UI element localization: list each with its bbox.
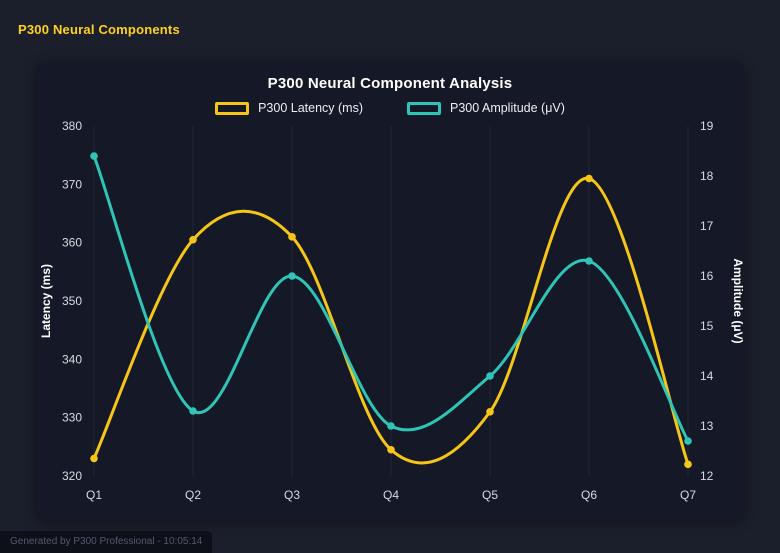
x-axis-label: Q5 — [482, 488, 498, 502]
axis-tick-label: 18 — [700, 169, 714, 183]
x-axis-label: Q2 — [185, 488, 201, 502]
data-point-marker — [387, 445, 395, 454]
x-axis-label: Q6 — [581, 488, 597, 502]
chart-card: P300 Neural Component Analysis P300 Late… — [36, 62, 744, 520]
axis-tick-label: 360 — [62, 236, 82, 250]
data-point-marker — [189, 407, 197, 415]
data-point-marker — [288, 233, 296, 241]
x-axis-label: Q4 — [383, 488, 399, 502]
chart-legend: P300 Latency (ms) P300 Amplitude (μV) — [36, 101, 744, 115]
footer-credit: Generated by P300 Professional - 10:05:1… — [0, 531, 213, 553]
data-point-marker — [486, 408, 494, 416]
axis-tick-label: 320 — [62, 469, 82, 483]
axis-tick-label: 340 — [62, 352, 82, 366]
axis-tick-label: 19 — [700, 119, 714, 133]
axis-tick-label: 350 — [62, 294, 82, 308]
axis-tick-label: 15 — [700, 319, 714, 333]
data-point-marker — [684, 460, 692, 469]
data-point-marker — [189, 235, 197, 244]
legend-label-latency: P300 Latency (ms) — [258, 101, 363, 115]
x-axis-label: Q1 — [86, 488, 102, 502]
axis-tick-label: 370 — [62, 177, 82, 191]
axis-tick-label: 17 — [700, 219, 714, 233]
left-axis-title: Latency (ms) — [39, 264, 53, 338]
right-axis-title: Amplitude (μV) — [731, 258, 744, 343]
legend-swatch-latency-icon — [215, 101, 250, 115]
axis-tick-label: 16 — [700, 269, 714, 283]
data-point-marker — [486, 372, 494, 380]
x-axis-label: Q7 — [680, 488, 696, 502]
page-title: P300 Neural Components — [18, 22, 180, 37]
x-axis-label: Q3 — [284, 488, 300, 502]
legend-item-latency[interactable]: P300 Latency (ms) — [215, 101, 363, 115]
data-point-marker — [288, 272, 296, 280]
data-point-marker — [387, 422, 395, 430]
axis-tick-label: 13 — [700, 419, 714, 433]
legend-item-amplitude[interactable]: P300 Amplitude (μV) — [407, 101, 565, 115]
axis-tick-label: 14 — [700, 369, 714, 383]
data-point-marker — [90, 152, 98, 160]
legend-swatch-amplitude-icon — [407, 101, 441, 115]
data-point-marker — [585, 174, 593, 183]
data-point-marker — [90, 454, 98, 463]
axis-tick-label: 380 — [62, 119, 82, 133]
data-point-marker — [585, 257, 593, 265]
chart-title: P300 Neural Component Analysis — [267, 75, 513, 92]
data-point-marker — [684, 437, 692, 445]
axis-tick-label: 330 — [62, 411, 82, 425]
chart-canvas[interactable]: Q1 Q2 Q3 Q4 Q5 Q6 Q7 320 330 340 350 360 370 380 12 13 1… — [36, 116, 744, 504]
legend-label-amplitude: P300 Amplitude (μV) — [450, 101, 565, 115]
axis-tick-label: 12 — [700, 469, 714, 483]
